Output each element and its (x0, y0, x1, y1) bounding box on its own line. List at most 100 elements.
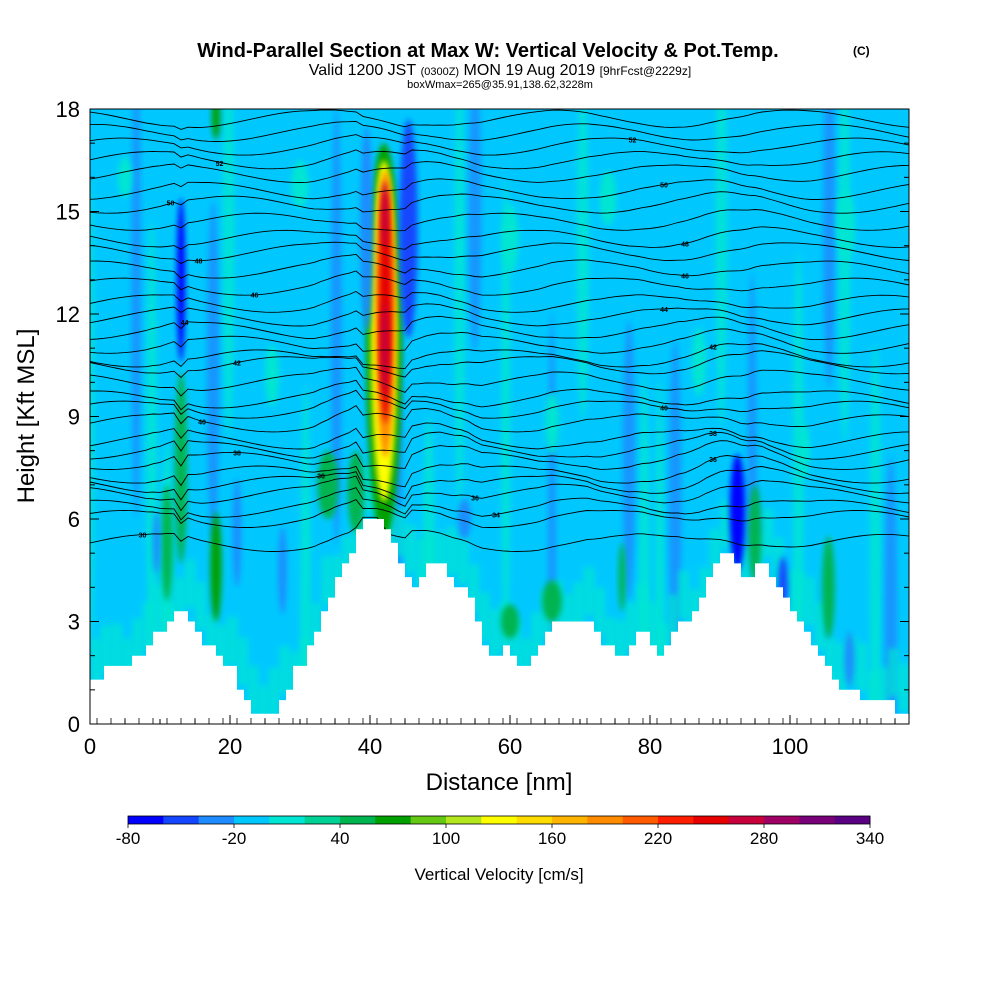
near-surface-band (772, 537, 784, 586)
near-surface-band (195, 581, 207, 630)
bg-streak (869, 343, 882, 724)
colorbar-tick-label: 100 (432, 829, 460, 848)
near-surface-band (604, 617, 616, 666)
x-tick-label: 0 (84, 734, 96, 759)
updraft-core (501, 204, 519, 273)
theta-contour-label: 42 (233, 361, 241, 368)
near-surface-band (709, 529, 721, 577)
theta-contour-label: 46 (681, 274, 689, 281)
near-surface-band (762, 508, 774, 557)
near-surface-band (300, 638, 312, 687)
updraft-core (500, 604, 520, 639)
near-surface-band (174, 577, 186, 626)
near-surface-band (90, 638, 102, 687)
near-surface-band (793, 570, 805, 619)
near-surface-band (415, 538, 427, 587)
theta-contour-line (90, 290, 909, 313)
colorbar-segment (658, 816, 694, 824)
chart-title: Wind-Parallel Section at Max W: Vertical… (197, 40, 778, 62)
colorbar-segment (128, 816, 164, 824)
updraft-core (380, 300, 389, 396)
near-surface-band (111, 622, 123, 671)
theta-contour-label: 48 (195, 259, 203, 266)
theta-contour-line (90, 422, 909, 450)
theta-contour-line (90, 389, 909, 419)
x-tick-label: 20 (218, 734, 242, 759)
theta-contour-label: 36 (471, 495, 479, 502)
near-surface-band (510, 618, 522, 667)
colorbar-segment (834, 816, 871, 824)
theta-contour-label: 52 (216, 161, 224, 168)
near-surface-band (594, 587, 606, 636)
theta-contour-line (90, 270, 909, 296)
updraft-core (211, 109, 221, 140)
theta-contour-line (90, 366, 909, 397)
near-surface-band (636, 583, 648, 632)
theta-contour-line (90, 109, 909, 130)
subtitle-fcst: [9hrFcst@2229z] (600, 64, 692, 78)
theta-contour-line (90, 405, 909, 433)
subtitle-valid: Valid 1200 JST (309, 62, 417, 79)
colorbar-segment (198, 816, 235, 824)
colorbar: -80 -20 40 100 160 220 280 340 (116, 815, 884, 848)
theta-contour-line (90, 328, 909, 354)
near-surface-band (489, 608, 501, 657)
colorbar-segment (163, 816, 200, 824)
colorbar-segment (304, 816, 341, 824)
updraft-core (174, 372, 188, 564)
bg-streak (576, 109, 589, 420)
colorbar-segment (552, 816, 588, 824)
bg-streak (501, 178, 511, 649)
near-surface-band (646, 601, 658, 650)
colorbar-segment (375, 816, 412, 824)
downdraft-core (153, 512, 160, 574)
colorbar-segment (234, 816, 270, 824)
chart-subtitle-box: boxWmax=265@35.91,138.62,3228m (407, 79, 593, 91)
colorbar-frame (127, 815, 871, 825)
theta-contour-line (90, 379, 909, 411)
near-surface-band (268, 667, 280, 716)
near-surface-band (310, 603, 322, 652)
near-surface-band (888, 648, 900, 697)
theta-contour-line (90, 303, 909, 327)
colorbar-segment (269, 816, 306, 824)
theta-contour-label: 48 (681, 242, 689, 249)
near-surface-band (856, 642, 868, 691)
theta-contours: 30 34 36 36 36 38 38 40 40 42 42 44 44 46 46 48 48 50 50 52… (90, 109, 909, 552)
near-surface-band (898, 663, 909, 712)
near-surface-band (258, 685, 270, 724)
near-surface-band (531, 612, 543, 661)
x-axis: 0 20 40 60 80 100 (84, 715, 896, 759)
theta-contour-line (90, 343, 909, 370)
updraft-core (545, 392, 559, 455)
theta-contour-label: 52 (629, 138, 637, 145)
subtitle-utc: (0300Z) (421, 66, 460, 78)
theta-contour-line (90, 466, 909, 501)
y-tick-label: 6 (68, 507, 80, 532)
colorbar-segment (516, 816, 553, 824)
near-surface-band (678, 570, 690, 619)
theta-contour-label: 50 (660, 183, 668, 190)
terrain-silhouette (90, 519, 909, 724)
near-surface-band (153, 585, 165, 633)
near-surface-band (814, 602, 826, 650)
colorbar-segment (446, 816, 482, 824)
near-surface-band (226, 616, 238, 665)
theta-contour-line (90, 134, 909, 156)
downdraft-core (176, 197, 186, 362)
y-tick-label: 12 (56, 302, 80, 327)
updraft-core (347, 450, 365, 533)
theta-contour-line (90, 455, 909, 488)
bg-streak (454, 109, 465, 508)
colorbar-tick-label: 280 (750, 829, 778, 848)
colorbar-tick-label: 220 (644, 829, 672, 848)
theta-contour-label: 44 (660, 307, 668, 314)
near-surface-band (142, 601, 154, 650)
near-surface-band (573, 582, 585, 630)
theta-contour-label: 46 (251, 293, 259, 300)
near-surface-band (457, 535, 469, 584)
bg-streak (622, 320, 636, 601)
near-surface-band (520, 638, 532, 687)
y-tick-label: 15 (56, 200, 80, 225)
